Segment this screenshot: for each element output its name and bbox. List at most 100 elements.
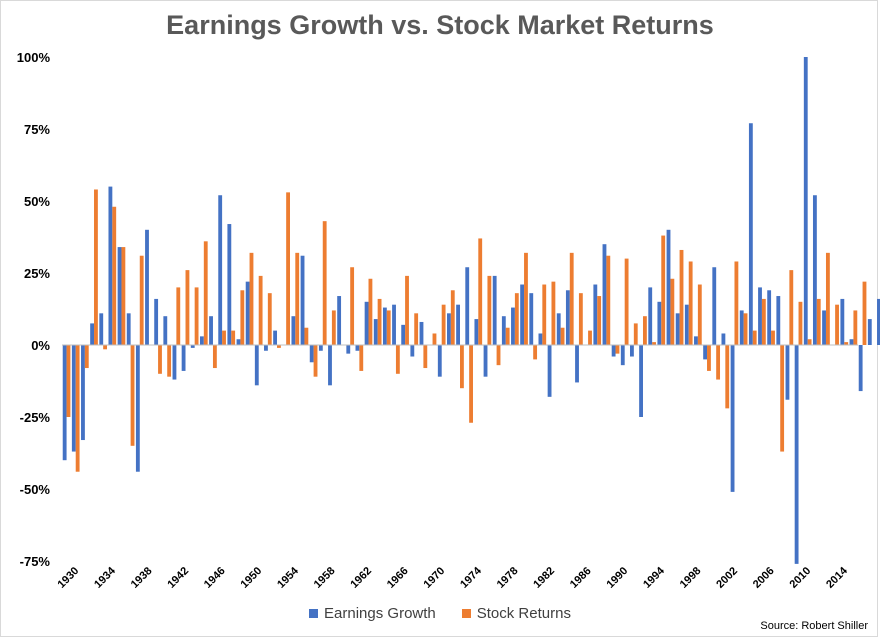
bar-earnings-1950 (245, 281, 250, 345)
bar-returns-1968 (414, 313, 419, 345)
x-tick-label: 1978 (495, 565, 521, 591)
bar-earnings-1937 (126, 313, 131, 345)
bar-earnings-1939 (145, 229, 149, 345)
bar-earnings-1973 (456, 304, 460, 345)
bar-earnings-1933 (90, 323, 95, 345)
bar-returns-1996 (670, 278, 675, 345)
bar-returns-1984 (560, 327, 565, 345)
bar-earnings-1979 (511, 307, 515, 345)
bar-earnings-1942 (172, 345, 177, 380)
bar-earnings-1966 (392, 304, 396, 345)
y-tick-label: 0% (31, 338, 50, 353)
bar-returns-1967 (405, 275, 409, 345)
bar-returns-2004 (743, 313, 748, 345)
bar-returns-1938 (139, 255, 144, 345)
bar-earnings-1947 (218, 195, 223, 345)
bar-returns-1948 (231, 330, 236, 345)
y-tick-label: 25% (24, 266, 50, 281)
bar-returns-1971 (441, 304, 446, 345)
x-axis-tick-labels: 1930 1934 1938 1942 1946 1950 1954 1958 1962 1966… (56, 564, 851, 590)
bar-earnings-2006 (758, 287, 762, 345)
bar-returns-1999 (697, 284, 702, 345)
bar-returns-1988 (597, 296, 602, 345)
bar-earnings-1957 (309, 345, 314, 363)
x-tick-label: 2010 (788, 565, 814, 591)
bar-earnings-1951 (254, 345, 259, 386)
bar-returns-1989 (606, 255, 611, 345)
bar-returns-1970 (432, 333, 437, 345)
bar-earnings-2016 (849, 339, 854, 345)
y-axis-tick-labels: -75% -50% -25% 0% 25% 50% 75% 100% (17, 50, 51, 569)
bar-returns-1965 (386, 310, 391, 345)
bar-returns-1957 (313, 345, 318, 377)
bar-earnings-2002 (721, 333, 726, 345)
bar-earnings-1948 (227, 224, 232, 345)
bar-earnings-2015 (840, 298, 845, 345)
bar-returns-2007 (771, 330, 775, 345)
bar-earnings-1993 (639, 345, 643, 417)
bar-returns-1950 (249, 252, 254, 345)
x-tick-label: 1962 (348, 565, 374, 591)
bar-earnings-1985 (565, 290, 570, 345)
bar-earnings-1964 (373, 319, 378, 345)
y-tick-label: 100% (17, 50, 51, 65)
bar-earnings-1956 (300, 255, 305, 345)
bar-earnings-2010 (794, 345, 799, 564)
bar-returns-1931 (75, 345, 80, 472)
bar-earnings-1972 (447, 313, 451, 345)
bar-returns-2008 (780, 345, 785, 452)
bar-earnings-1960 (337, 296, 342, 345)
bar-returns-2016 (853, 310, 858, 345)
bar-earnings-1995 (657, 301, 662, 345)
legend-label-returns: Stock Returns (476, 605, 571, 622)
x-tick-label: 1958 (312, 565, 338, 591)
bar-returns-1980 (524, 252, 528, 345)
bar-earnings-1940 (154, 298, 159, 345)
bar-returns-1962 (359, 345, 364, 371)
bar-returns-1951 (258, 275, 263, 345)
bar-returns-1940 (158, 345, 162, 374)
x-tick-label: 1950 (239, 565, 265, 591)
bar-returns-1972 (450, 290, 455, 345)
bar-earnings-1944 (190, 345, 195, 348)
bar-returns-1933 (94, 189, 98, 345)
bar-returns-1952 (267, 293, 272, 345)
bar-returns-1945 (203, 241, 208, 345)
bar-returns-1943 (185, 270, 190, 345)
y-tick-label: 75% (24, 122, 50, 137)
bar-earnings-1959 (328, 345, 332, 386)
bar-earnings-2011 (803, 57, 808, 345)
chart-title: Earnings Growth vs. Stock Market Returns (166, 10, 714, 40)
bar-returns-1941 (167, 345, 172, 377)
bar-returns-2001 (716, 345, 721, 380)
bar-earnings-1997 (675, 313, 680, 345)
bar-returns-2014 (835, 304, 839, 345)
x-tick-label: 1974 (458, 564, 484, 590)
bar-returns-1954 (286, 192, 290, 345)
bar-earnings-1998 (684, 304, 689, 345)
bar-earnings-1934 (99, 313, 104, 345)
bar-earnings-1996 (666, 229, 671, 345)
bar-returns-1983 (551, 281, 556, 345)
x-tick-label: 1998 (678, 565, 704, 591)
bar-returns-2000 (707, 345, 711, 371)
bar-earnings-undefined (858, 345, 863, 392)
bar-returns-1985 (569, 252, 574, 345)
bar-returns-1976 (487, 275, 492, 345)
bar-earnings-2012 (812, 195, 817, 345)
bar-earnings-1983 (547, 345, 552, 397)
bar-returns-2010 (798, 301, 803, 345)
bar-earnings-1994 (648, 287, 653, 345)
bar-earnings-1968 (410, 345, 415, 357)
bar-earnings-1992 (630, 345, 634, 357)
x-tick-label: 2002 (714, 565, 740, 591)
bar-earnings-undefined (877, 298, 880, 345)
bar-earnings-1980 (520, 284, 525, 345)
bar-returns-1946 (212, 345, 217, 369)
bar-returns-1966 (395, 345, 400, 374)
bar-earnings-1989 (602, 244, 607, 345)
bar-earnings-1999 (694, 336, 698, 345)
x-tick-label: 1938 (129, 565, 155, 591)
bar-earnings-1988 (593, 284, 598, 345)
